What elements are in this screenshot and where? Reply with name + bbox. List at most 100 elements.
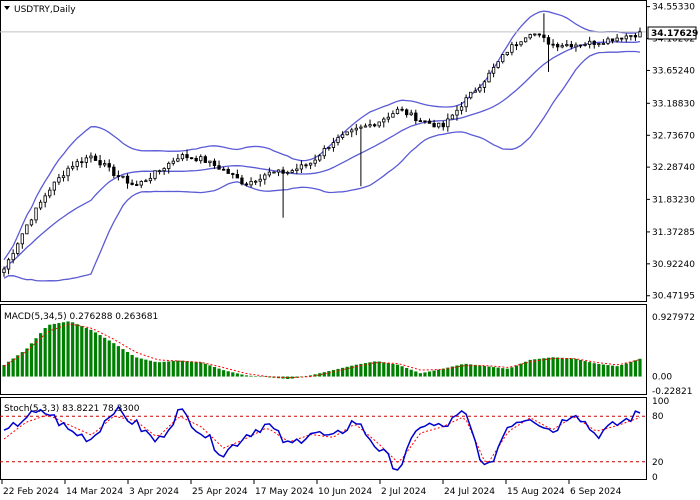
candle-body[interactable]: [57, 177, 61, 183]
candle-body[interactable]: [112, 166, 116, 176]
macd-bar[interactable]: [43, 328, 47, 377]
macd-bar[interactable]: [409, 369, 413, 377]
candle-body[interactable]: [180, 154, 185, 160]
macd-bar[interactable]: [89, 329, 93, 377]
macd-bar[interactable]: [629, 361, 633, 377]
candle-body[interactable]: [93, 155, 98, 161]
macd-bar[interactable]: [11, 358, 15, 377]
macd-bar[interactable]: [103, 337, 107, 377]
candle-body[interactable]: [478, 87, 482, 92]
macd-bar[interactable]: [624, 363, 628, 377]
macd-bar[interactable]: [345, 366, 349, 377]
candle-body[interactable]: [221, 168, 226, 171]
macd-bar[interactable]: [327, 371, 331, 377]
candle-body[interactable]: [560, 45, 564, 48]
macd-bar[interactable]: [382, 362, 386, 377]
candle-body[interactable]: [441, 122, 445, 128]
macd-bar[interactable]: [308, 375, 313, 377]
candle-body[interactable]: [391, 113, 395, 118]
macd-bar[interactable]: [66, 321, 70, 377]
macd-bar[interactable]: [359, 363, 363, 377]
macd-bar[interactable]: [39, 333, 43, 377]
macd-bar[interactable]: [217, 368, 221, 377]
macd-bar[interactable]: [162, 361, 166, 377]
candle-body[interactable]: [322, 148, 326, 157]
candle-body[interactable]: [194, 158, 198, 162]
macd-bar[interactable]: [171, 360, 175, 377]
candle-body[interactable]: [121, 175, 125, 178]
macd-bar[interactable]: [418, 373, 422, 377]
macd-bar[interactable]: [354, 364, 358, 377]
candle-body[interactable]: [212, 160, 217, 167]
macd-bar[interactable]: [556, 357, 560, 377]
candle-body[interactable]: [304, 164, 308, 167]
macd-bar[interactable]: [254, 376, 258, 377]
macd-bar[interactable]: [363, 363, 368, 377]
macd-bar[interactable]: [258, 376, 262, 378]
macd-bar[interactable]: [71, 322, 75, 377]
macd-bar[interactable]: [533, 359, 537, 377]
candle-body[interactable]: [89, 155, 93, 159]
candle-body[interactable]: [139, 181, 143, 186]
macd-bar[interactable]: [176, 360, 180, 377]
candle-body[interactable]: [542, 34, 546, 38]
candle-body[interactable]: [482, 81, 487, 88]
candle-body[interactable]: [130, 182, 134, 185]
candle-body[interactable]: [583, 44, 587, 46]
macd-bar[interactable]: [25, 348, 29, 377]
candle-body[interactable]: [116, 175, 121, 177]
macd-bar[interactable]: [80, 326, 84, 377]
macd-bar[interactable]: [482, 365, 487, 377]
candle-body[interactable]: [286, 171, 290, 174]
macd-bar[interactable]: [34, 338, 38, 377]
candle-body[interactable]: [633, 35, 638, 38]
macd-bar[interactable]: [400, 366, 404, 377]
candle-body[interactable]: [359, 126, 363, 129]
candle-body[interactable]: [624, 35, 628, 40]
candle-body[interactable]: [148, 177, 153, 182]
macd-bar[interactable]: [295, 376, 299, 378]
macd-bar[interactable]: [514, 365, 519, 377]
candle-body[interactable]: [217, 165, 221, 170]
candle-body[interactable]: [459, 106, 464, 111]
candle-body[interactable]: [437, 122, 441, 128]
candle-body[interactable]: [546, 37, 551, 45]
candle-body[interactable]: [510, 44, 514, 53]
macd-bar[interactable]: [377, 361, 381, 377]
macd-bar[interactable]: [313, 374, 317, 377]
candle-body[interactable]: [569, 44, 574, 48]
candle-body[interactable]: [432, 122, 436, 128]
macd-bar[interactable]: [610, 365, 615, 377]
candle-body[interactable]: [272, 171, 276, 174]
candle-body[interactable]: [501, 54, 505, 63]
macd-bar[interactable]: [478, 365, 482, 377]
macd-bar[interactable]: [542, 358, 546, 377]
macd-bar[interactable]: [501, 368, 505, 377]
macd-bar[interactable]: [226, 371, 230, 377]
macd-bar[interactable]: [368, 362, 372, 377]
candle-body[interactable]: [249, 180, 253, 186]
candle-body[interactable]: [70, 165, 75, 169]
macd-bar[interactable]: [222, 370, 226, 377]
macd-bar[interactable]: [203, 363, 207, 377]
candle-body[interactable]: [313, 159, 317, 164]
candle-body[interactable]: [418, 120, 423, 123]
macd-bar[interactable]: [240, 374, 244, 377]
candle-body[interactable]: [555, 44, 560, 48]
macd-bar[interactable]: [588, 362, 592, 377]
candle-body[interactable]: [336, 137, 340, 143]
macd-bar[interactable]: [148, 360, 153, 377]
candle-body[interactable]: [299, 164, 304, 170]
candle-body[interactable]: [597, 43, 601, 45]
candle-body[interactable]: [382, 118, 386, 123]
macd-bar[interactable]: [167, 361, 171, 377]
macd-bar[interactable]: [505, 368, 509, 377]
candle-body[interactable]: [267, 171, 272, 176]
macd-bar[interactable]: [116, 346, 120, 377]
candle-body[interactable]: [345, 131, 349, 136]
macd-bar[interactable]: [459, 364, 464, 377]
macd-bar[interactable]: [487, 366, 491, 377]
candle-body[interactable]: [157, 170, 162, 173]
candle-body[interactable]: [446, 118, 450, 128]
macd-bar[interactable]: [496, 367, 500, 377]
